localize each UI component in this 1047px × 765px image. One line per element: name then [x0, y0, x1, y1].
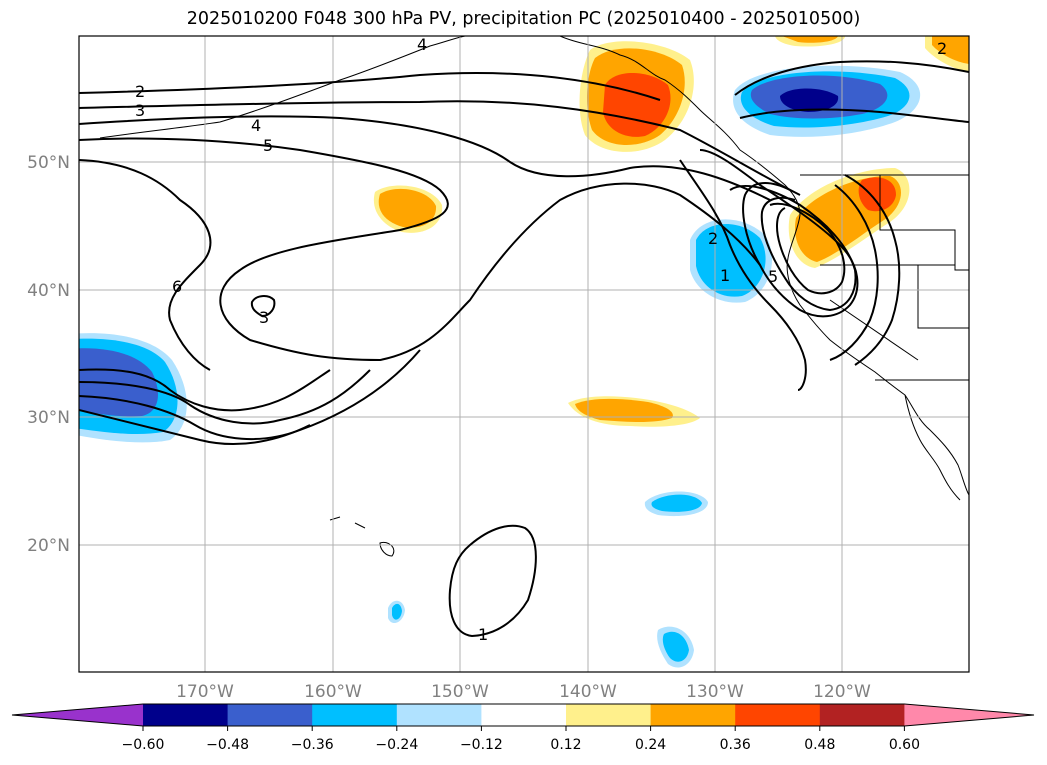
lat-label: 50°N: [27, 153, 70, 173]
pv-label: 6: [172, 277, 182, 296]
pv-label: 1: [720, 266, 730, 285]
colorbar: −0.60 −0.48 −0.36 −0.24 −0.12 0.12 0.24 0.36 0.4…: [11, 703, 1035, 753]
hawaii-islands: [329, 516, 395, 557]
colorbar-segment: [312, 704, 398, 726]
precip-negative-area: [662, 631, 689, 662]
pv-contour: [79, 368, 331, 412]
colorbar-tick-label: −0.36: [291, 737, 334, 753]
colorbar-tick-label: −0.48: [206, 737, 249, 753]
colorbar-segment: [481, 704, 567, 726]
pv-label: 2: [708, 229, 718, 248]
coastlines: [99, 36, 969, 557]
pv-contour-trough: [729, 185, 857, 312]
pv-label: 4: [417, 35, 427, 54]
precip-negative-area: [392, 603, 402, 620]
pv-label: 1: [478, 625, 488, 644]
pv-contour-trough: [829, 184, 879, 361]
colorbar-segment: [227, 704, 313, 726]
lon-label: 120°W: [813, 682, 871, 702]
colorbar-tick-label: 0.24: [635, 737, 666, 753]
pv-label: 5: [768, 267, 778, 286]
colorbar-segment: [566, 704, 652, 726]
colorbar-extend-max: [904, 704, 1034, 726]
colorbar-tick-label: −0.24: [375, 737, 418, 753]
pv-label: 3: [259, 308, 269, 327]
pv-contour: [734, 60, 969, 96]
gridlines: [79, 36, 969, 672]
north-america-coastline: [559, 36, 969, 496]
pv-contour-labels: 2 3 4 5 6 3 1 2 1 5 4 2: [135, 35, 947, 644]
pv-contour-trough: [679, 159, 807, 391]
colorbar-segment: [143, 704, 229, 726]
aleutian-islands: [99, 36, 466, 139]
lon-label: 160°W: [304, 682, 362, 702]
pv-label: 5: [263, 136, 273, 155]
colorbar-tick-label: −0.12: [460, 737, 503, 753]
precip-negative-area: [651, 494, 702, 512]
pv-contour-trough: [769, 202, 846, 295]
colorbar-tick-label: 0.60: [889, 737, 920, 753]
colorbar-tick-label: 0.12: [550, 737, 581, 753]
colorbar-tick-label: 0.48: [804, 737, 835, 753]
colorbar-segment: [396, 704, 482, 726]
pv-contour: [79, 159, 212, 371]
state-border: [879, 175, 969, 271]
pv-label: 3: [135, 101, 145, 120]
lon-label: 150°W: [431, 682, 489, 702]
pv-contour-loop: [448, 524, 537, 638]
lon-label: 130°W: [686, 682, 744, 702]
pv-label: 2: [135, 82, 145, 101]
precip-positive-area: [858, 177, 896, 212]
lon-label: 140°W: [559, 682, 617, 702]
pv-contour: [79, 100, 801, 196]
precip-positive-area: [782, 36, 838, 43]
pv-contour: [79, 115, 771, 201]
lat-label: 20°N: [27, 536, 70, 556]
precip-negative-area: [79, 348, 158, 417]
pv-contours: [79, 60, 969, 638]
pv-contour: [79, 137, 761, 362]
lon-label: 170°W: [176, 682, 234, 702]
colorbar-tick-label: −0.60: [122, 737, 165, 753]
colorbar-tick-label: 0.36: [720, 737, 751, 753]
pv-contour: [79, 409, 311, 446]
precipitation-shading: [79, 36, 969, 668]
precip-positive-area: [575, 398, 673, 422]
pv-contour: [79, 349, 421, 440]
precip-negative-area: [780, 88, 839, 112]
lat-label: 30°N: [27, 408, 70, 428]
latitude-labels: 50°N 40°N 30°N 20°N: [27, 153, 70, 556]
plot-title: 2025010200 F048 300 hPa PV, precipitatio…: [186, 9, 861, 29]
map-frame: [78, 35, 970, 673]
colorbar-extend-min: [12, 704, 143, 726]
pv-contour-low: [250, 295, 276, 318]
state-border: [917, 265, 969, 329]
pv-label: 2: [937, 39, 947, 58]
pv-contour: [79, 71, 661, 101]
colorbar-segment: [650, 704, 736, 726]
colorbar-segment: [819, 704, 905, 726]
pv-label: 4: [251, 116, 261, 135]
precip-positive-area: [378, 188, 437, 228]
precip-positive-area: [932, 36, 969, 64]
colorbar-segment: [735, 704, 821, 726]
longitude-labels: 170°W 160°W 150°W 140°W 130°W 120°W: [176, 682, 871, 702]
pv-contour: [79, 369, 371, 425]
pv-contour-trough: [844, 174, 901, 366]
lat-label: 40°N: [27, 281, 70, 301]
pv-contour: [739, 108, 969, 123]
